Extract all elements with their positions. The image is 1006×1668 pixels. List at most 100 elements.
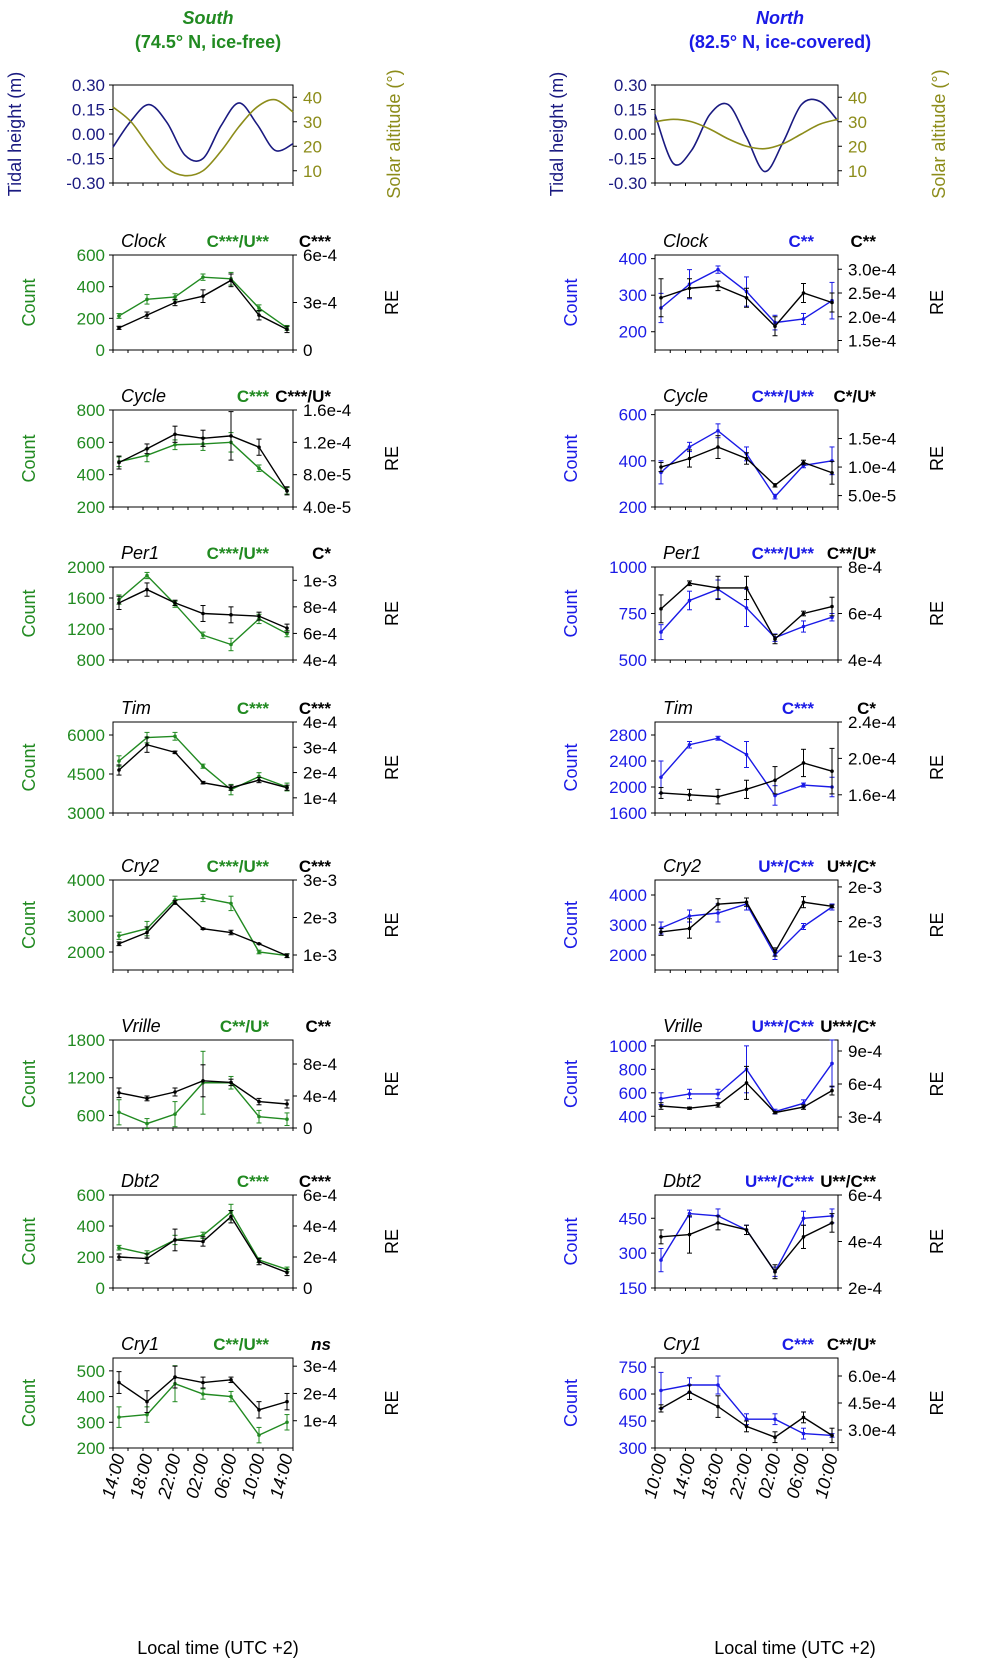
y-axis-title-right: RE bbox=[382, 755, 402, 780]
data-point bbox=[201, 1380, 205, 1385]
gene-name: Clock bbox=[663, 231, 709, 251]
data-point bbox=[687, 1232, 692, 1237]
gene-name: Cry1 bbox=[663, 1334, 701, 1354]
y-axis-title-left: Tidal height (m) bbox=[5, 72, 25, 196]
y-tick-label-left: 1600 bbox=[609, 804, 647, 823]
significance-count: U***/C** bbox=[752, 1017, 815, 1036]
data-point bbox=[687, 926, 692, 931]
data-point bbox=[201, 294, 205, 298]
x-tick-label: 22:00 bbox=[154, 1452, 185, 1502]
data-point bbox=[285, 785, 289, 790]
gene-name: Cycle bbox=[121, 386, 166, 406]
south-subtitle: (74.5° N, ice-free) bbox=[135, 32, 281, 52]
significance-re: C**/U* bbox=[827, 1335, 877, 1354]
data-point bbox=[659, 791, 663, 795]
y-tick-label-left: 400 bbox=[619, 452, 647, 471]
y-axis-title-right: RE bbox=[927, 601, 947, 626]
data-point bbox=[801, 460, 806, 465]
data-point bbox=[773, 1417, 777, 1421]
y-axis-title-left: Count bbox=[561, 589, 581, 637]
y-tick-label-left: 0 bbox=[96, 1279, 105, 1298]
y-tick-label-left: 400 bbox=[77, 278, 105, 297]
gene-name: Cry1 bbox=[121, 1334, 159, 1354]
data-point bbox=[145, 453, 149, 458]
data-point bbox=[687, 1390, 692, 1394]
data-point bbox=[145, 1412, 149, 1417]
x-tick-label: 02:00 bbox=[182, 1452, 213, 1501]
data-point bbox=[229, 642, 233, 647]
panel-north-tim: 2800 2400 2000 1600 2.4e-4 2.0e-4 1.6e-4 Count R… bbox=[561, 698, 947, 823]
data-point bbox=[145, 1121, 149, 1126]
x-tick-label: 18:00 bbox=[126, 1452, 157, 1501]
data-point bbox=[201, 1079, 205, 1083]
y-tick-label-right: 3.0e-4 bbox=[848, 1421, 896, 1440]
data-point bbox=[716, 794, 720, 799]
y-axis-title-left: Count bbox=[19, 1217, 39, 1265]
data-point bbox=[801, 611, 806, 616]
y-tick-label-right: 2e-4 bbox=[303, 1248, 337, 1267]
data-point bbox=[173, 442, 177, 447]
panel-south-per1: 2000 1600 1200 800 1e-3 8e-4 6e-4 4e-4 Count RE Pe… bbox=[19, 543, 402, 670]
panel-north-clock: 400 300 200 3.0e-4 2.5e-4 2.0e-4 1.5e-4 Count RE… bbox=[561, 231, 947, 353]
y-tick-label-left: -0.30 bbox=[608, 174, 647, 193]
data-point bbox=[117, 1380, 121, 1385]
y-tick-label-right: 2.5e-4 bbox=[848, 284, 896, 303]
data-point bbox=[659, 1258, 663, 1262]
y-tick-label-left: 0.15 bbox=[614, 101, 647, 120]
significance-re: C* bbox=[312, 544, 331, 563]
y-axis-title-right: RE bbox=[382, 1390, 402, 1415]
gene-name: Per1 bbox=[121, 543, 159, 563]
y-tick-label-right: 2.0e-4 bbox=[848, 749, 896, 768]
y-axis-title-right: RE bbox=[382, 1071, 402, 1096]
significance-count: C***/U** bbox=[207, 232, 270, 251]
significance-count: C*** bbox=[237, 387, 270, 406]
y-tick-label-right: 4e-4 bbox=[848, 651, 882, 670]
data-point bbox=[687, 445, 692, 449]
y-tick-label-left: 300 bbox=[619, 286, 647, 305]
north-title: North bbox=[756, 8, 804, 28]
data-point bbox=[201, 764, 205, 768]
data-point bbox=[201, 611, 205, 616]
data-point bbox=[201, 926, 205, 931]
data-point bbox=[145, 1399, 149, 1404]
y-axis-title-left: Count bbox=[19, 743, 39, 791]
data-point bbox=[257, 614, 261, 618]
y-tick-label-right: 8e-4 bbox=[303, 1055, 337, 1074]
data-point bbox=[773, 950, 777, 954]
y-axis-title-left: Count bbox=[561, 1217, 581, 1265]
data-point bbox=[716, 1383, 720, 1387]
data-point bbox=[257, 1433, 261, 1437]
data-point bbox=[687, 286, 692, 291]
data-point bbox=[173, 1238, 177, 1242]
data-point bbox=[830, 1221, 834, 1225]
y-tick-label-right: 4e-4 bbox=[303, 1087, 337, 1106]
y-tick-label-left: 2000 bbox=[67, 558, 105, 577]
data-point bbox=[257, 466, 261, 471]
column-headers: South (74.5° N, ice-free) North (82.5° N… bbox=[135, 8, 871, 52]
data-point bbox=[257, 445, 261, 449]
y-tick-label-right: 2e-4 bbox=[848, 1279, 882, 1298]
data-point bbox=[145, 930, 149, 935]
data-point bbox=[773, 637, 777, 641]
y-axis-title-left: Count bbox=[561, 1379, 581, 1427]
x-tick-label: 22:00 bbox=[725, 1452, 756, 1502]
y-axis-title-right: RE bbox=[927, 755, 947, 780]
data-point bbox=[145, 447, 149, 451]
y-tick-label-left: 450 bbox=[619, 1209, 647, 1228]
data-point bbox=[117, 314, 121, 318]
data-point bbox=[285, 626, 289, 630]
data-point bbox=[145, 297, 149, 302]
data-point bbox=[285, 1420, 289, 1425]
data-point bbox=[117, 759, 121, 763]
data-point bbox=[687, 793, 692, 797]
data-point bbox=[257, 306, 261, 310]
significance-re: C***/U* bbox=[275, 387, 331, 406]
y-tick-label-left: 4500 bbox=[67, 765, 105, 784]
data-point bbox=[201, 1239, 205, 1244]
y-axis-title-right: RE bbox=[382, 912, 402, 937]
data-point bbox=[659, 1104, 663, 1108]
y-tick-label-left: 200 bbox=[77, 1439, 105, 1458]
y-axis-title-right: RE bbox=[927, 912, 947, 937]
significance-count: C*** bbox=[782, 1335, 815, 1354]
data-point bbox=[716, 284, 720, 288]
